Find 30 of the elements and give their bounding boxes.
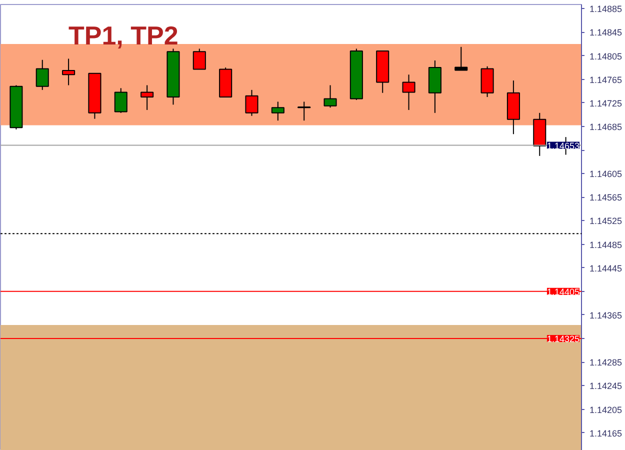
y-tick-label: 1.14565 [590, 192, 622, 203]
ref-line-label: 1.14325 [546, 334, 580, 344]
y-tick-label: 1.14365 [590, 310, 622, 320]
y-tick-label: 1.14525 [590, 216, 622, 226]
ref-line-label: 1.14653 [546, 140, 580, 151]
y-tick-label: 1.14845 [590, 28, 622, 38]
candlestick [114, 88, 128, 114]
annotation: TP1, TP2 [68, 20, 178, 50]
y-tick-label: 1.14605 [590, 169, 622, 180]
ref-line-label: 1.14405 [546, 286, 580, 297]
candlestick [324, 84, 337, 108]
candlestick [36, 59, 49, 90]
y-tick-label: 1.14725 [590, 98, 622, 108]
y-tick-label: 1.14685 [590, 122, 622, 132]
candlestick [271, 101, 284, 122]
y-tick-label: 1.14245 [590, 381, 622, 392]
candlestick [192, 48, 206, 70]
candlestick [245, 89, 258, 116]
candlestick [402, 74, 416, 110]
candlestick [298, 101, 311, 122]
y-tick-label: 1.14805 [590, 51, 622, 62]
y-tick-label: 1.14205 [590, 404, 622, 415]
y-tick-label: 1.14445 [590, 263, 622, 274]
candlestick [62, 58, 76, 86]
y-tick-label: 1.14165 [590, 428, 622, 438]
y-tick-label: 1.14765 [590, 74, 622, 85]
candlestick [140, 84, 154, 110]
y-tick-label: 1.14485 [590, 240, 622, 250]
y-tick-label: 1.14285 [590, 358, 622, 368]
y-tick-label: 1.14885 [590, 4, 622, 14]
